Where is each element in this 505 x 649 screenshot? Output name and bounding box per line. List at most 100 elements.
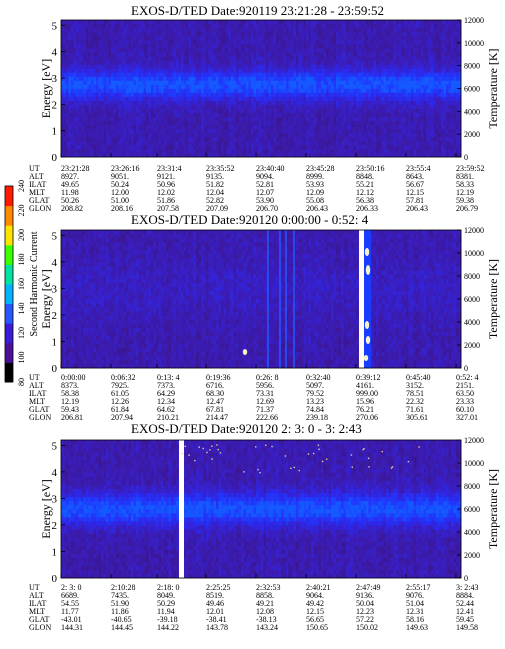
spectrogram-cell (251, 68, 254, 73)
spectrogram-cell (291, 20, 294, 25)
spectrogram-cell (231, 52, 234, 57)
spectrogram-cell (93, 88, 97, 93)
spectrogram-cell (263, 132, 267, 138)
spectrogram-cell (353, 32, 357, 37)
spectrogram-cell (401, 92, 404, 97)
spectrogram-cell (121, 64, 124, 69)
spectrogram-cell (321, 40, 324, 45)
spectrogram-cell (406, 128, 409, 134)
spectrogram-cell (201, 48, 204, 53)
spectrogram-cell (81, 84, 84, 89)
spectrogram-cell (418, 32, 422, 37)
spectrogram-cell (138, 60, 142, 65)
spectrogram-cell (411, 96, 414, 101)
spectrogram-cell (418, 96, 422, 101)
spectrogram-cell (283, 64, 287, 69)
spectrogram-cell (291, 84, 294, 89)
spectrogram-cell (321, 112, 324, 118)
spectrogram-cell (138, 112, 142, 118)
spectrogram-cell (366, 56, 369, 61)
spectrogram-cell (323, 56, 327, 61)
spectrogram-cell (263, 72, 267, 77)
spectrogram-cell (371, 120, 374, 126)
spectrogram-cell (173, 108, 177, 113)
spectrogram-cell (161, 24, 164, 29)
spectrogram-cell (266, 56, 269, 61)
spectrogram-cell (198, 56, 202, 61)
spectrogram-cell (123, 116, 127, 122)
spectrogram-cell (291, 52, 294, 57)
spectrogram-cell (198, 64, 202, 69)
spectrogram-cell (151, 112, 154, 118)
spectrogram-cell (101, 88, 104, 93)
spectrogram-cell (263, 88, 267, 93)
spectrogram-cell (286, 100, 289, 105)
spectrogram-cell (133, 72, 137, 77)
spectrogram-cell (373, 144, 377, 150)
spectrogram-cell (146, 120, 149, 126)
spectrogram-cell (356, 148, 359, 154)
spectrogram-cell (111, 120, 114, 126)
spectrogram-cell (148, 88, 152, 93)
spectrogram-cell (78, 152, 82, 158)
spectrogram-cell (88, 108, 92, 113)
spectrogram-cell (148, 64, 152, 69)
spectrogram-cell (198, 44, 202, 49)
spectrogram-cell (73, 148, 77, 154)
spectrogram-cell (163, 108, 167, 113)
spectrogram-cell (363, 120, 367, 126)
spectrogram-cell (366, 140, 369, 146)
spectrogram-cell (231, 72, 234, 77)
spectrogram-cell (393, 76, 397, 81)
spectrogram-cell (213, 136, 217, 142)
spectrogram-cell (338, 148, 342, 154)
spectrogram-cell (78, 28, 82, 33)
spectrogram-cell (198, 132, 202, 138)
spectrogram-cell (423, 76, 427, 81)
spectrogram-cell (206, 40, 209, 45)
spectrogram-cell (373, 92, 377, 97)
spectrogram-cell (226, 28, 229, 33)
spectrogram-cell (411, 124, 414, 130)
spectrogram-cell (123, 72, 127, 77)
spectrogram-cell (301, 128, 304, 134)
spectrogram-cell (283, 128, 287, 134)
spectrogram-cell (398, 32, 402, 37)
spectrogram-cell (418, 44, 422, 49)
spectrogram-cell (168, 96, 172, 101)
spectrogram-cell (231, 96, 234, 101)
spectrogram-cell (181, 112, 184, 118)
spectrogram-cell (418, 124, 422, 130)
spectrogram-cell (418, 108, 422, 113)
spectrogram-cell (266, 132, 269, 138)
spectrogram-cell (296, 20, 299, 25)
spectrogram-cell (198, 128, 202, 134)
spectrogram-cell (393, 32, 397, 37)
spectrogram-cell (333, 88, 337, 93)
spectrogram-cell (208, 56, 212, 61)
spectrogram-cell (118, 136, 122, 142)
spectrogram-cell (231, 88, 234, 93)
spectrogram-cell (251, 148, 254, 154)
spectrogram-cell (243, 48, 247, 53)
spectrogram-cell (293, 144, 297, 150)
spectrogram-cell (118, 116, 122, 122)
spectrogram-cell (86, 60, 89, 65)
spectrogram-cell (131, 84, 134, 89)
spectrogram-cell (156, 120, 159, 126)
spectrogram-cell (201, 20, 204, 25)
spectrogram-cell (356, 60, 359, 65)
spectrogram-cell (351, 152, 354, 158)
spectrogram-cell (341, 84, 344, 89)
spectrogram-cell (348, 136, 352, 142)
spectrogram-cell (303, 76, 307, 81)
spectrogram-cell (288, 32, 292, 37)
spectrogram-cell (76, 32, 79, 37)
spectrogram-cell (361, 108, 364, 113)
spectrogram-cell (256, 52, 259, 57)
spectrogram-cell (316, 56, 319, 61)
spectrogram-cell (256, 48, 259, 53)
spectrogram-cell (283, 32, 287, 37)
spectrogram-cell (288, 148, 292, 154)
spectrogram-cell (113, 132, 117, 138)
